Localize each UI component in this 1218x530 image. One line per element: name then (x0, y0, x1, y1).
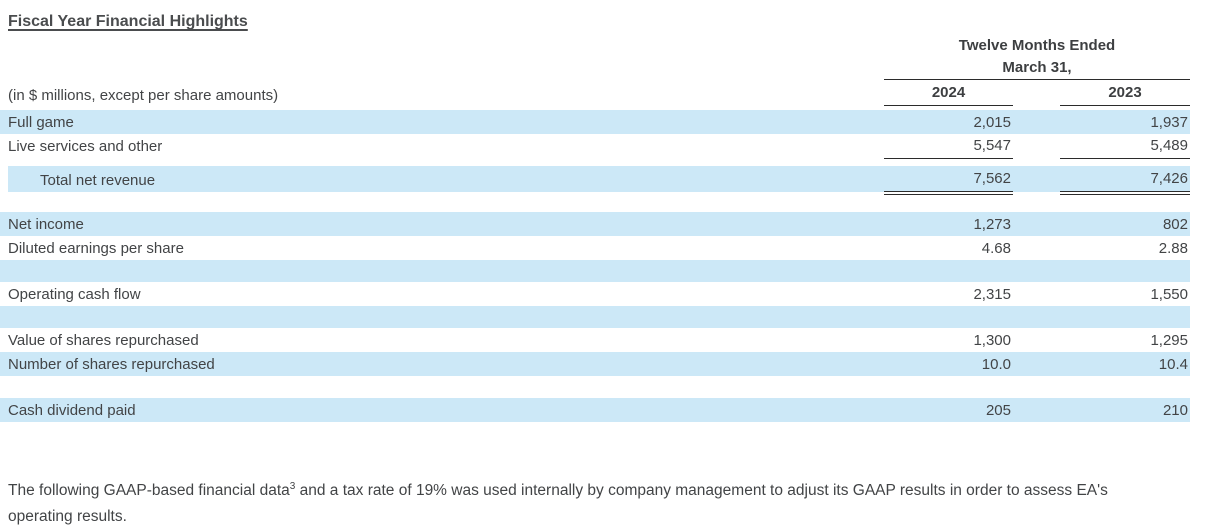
row-label: Operating cash flow (8, 285, 141, 303)
row-value-shares-repurchased: Value of shares repurchased 1,300 1,295 (0, 328, 1190, 352)
table-header-period-line2: March 31, (0, 58, 1190, 80)
value-2024: 205 (985, 401, 1011, 419)
row-label: Cash dividend paid (8, 401, 136, 419)
units-note: (in $ millions, except per share amounts… (8, 87, 279, 104)
row-operating-cash-flow: Operating cash flow 2,315 1,550 (0, 282, 1190, 306)
value-2023: 7,426 (1060, 166, 1190, 195)
footnote-text-after: and a tax rate of 19% was used internall… (8, 482, 1108, 526)
value-2024: 10.0 (981, 355, 1011, 373)
table-header-years: (in $ millions, except per share amounts… (0, 80, 1190, 106)
row-label: Full game (8, 113, 74, 131)
row-label: Diluted earnings per share (8, 239, 184, 257)
section-spacer (0, 192, 1190, 212)
value-2023: 1,937 (1150, 113, 1188, 131)
footnote-text-before: The following GAAP-based financial data (8, 482, 290, 500)
row-number-shares-repurchased: Number of shares repurchased 10.0 10.4 (0, 352, 1190, 376)
row-label: Total net revenue (40, 172, 156, 189)
row-cash-dividend-paid: Cash dividend paid 205 210 (0, 398, 1190, 422)
section-spacer (0, 376, 1190, 398)
row-label: Value of shares repurchased (8, 331, 199, 349)
row-label: Net income (8, 215, 84, 233)
value-2024: 2,015 (973, 113, 1011, 131)
period-date-label: March 31, (884, 58, 1190, 80)
value-2023: 5,489 (1060, 134, 1190, 159)
financial-table: Twelve Months Ended March 31, (in $ mill… (0, 34, 1190, 422)
table-header-period-line1: Twelve Months Ended (0, 34, 1190, 58)
row-total-net-revenue: Total net revenue 7,562 7,426 (8, 166, 1190, 195)
header-spacer (0, 34, 884, 58)
gaap-footnote: The following GAAP-based financial data3… (8, 474, 1158, 530)
period-ended-label: Twelve Months Ended (958, 37, 1116, 54)
row-empty-highlight (0, 306, 1190, 328)
row-net-income: Net income 1,273 802 (0, 212, 1190, 236)
value-2023: 2.88 (1158, 239, 1188, 257)
row-spacer (0, 158, 1190, 166)
value-2023: 1,295 (1150, 331, 1188, 349)
value-2023: 10.4 (1158, 355, 1188, 373)
value-2024: 4.68 (981, 239, 1011, 257)
column-header-2023: 2023 (1060, 75, 1190, 106)
row-full-game: Full game 2,015 1,937 (0, 110, 1190, 134)
value-2024: 7,562 (884, 166, 1013, 195)
row-label: Number of shares repurchased (8, 355, 215, 373)
value-2024: 5,547 (884, 134, 1013, 159)
row-live-services: Live services and other 5,547 5,489 (0, 134, 1190, 159)
column-header-2024: 2024 (884, 75, 1013, 106)
footnote-superscript: 3 (289, 481, 296, 492)
value-2024: 1,273 (973, 215, 1011, 233)
column-gap (1013, 134, 1060, 158)
value-2023: 210 (1162, 401, 1188, 419)
row-diluted-eps: Diluted earnings per share 4.68 2.88 (0, 236, 1190, 260)
value-2024: 2,315 (973, 285, 1011, 303)
value-2023: 802 (1162, 215, 1188, 233)
table-body: Full game 2,015 1,937 Live services and … (0, 110, 1190, 422)
header-spacer (0, 58, 884, 80)
page-title: Fiscal Year Financial Highlights (8, 13, 248, 30)
value-2024: 1,300 (973, 331, 1011, 349)
row-label: Live services and other (8, 137, 163, 155)
value-2023: 1,550 (1150, 285, 1188, 303)
row-empty-highlight (0, 260, 1190, 282)
